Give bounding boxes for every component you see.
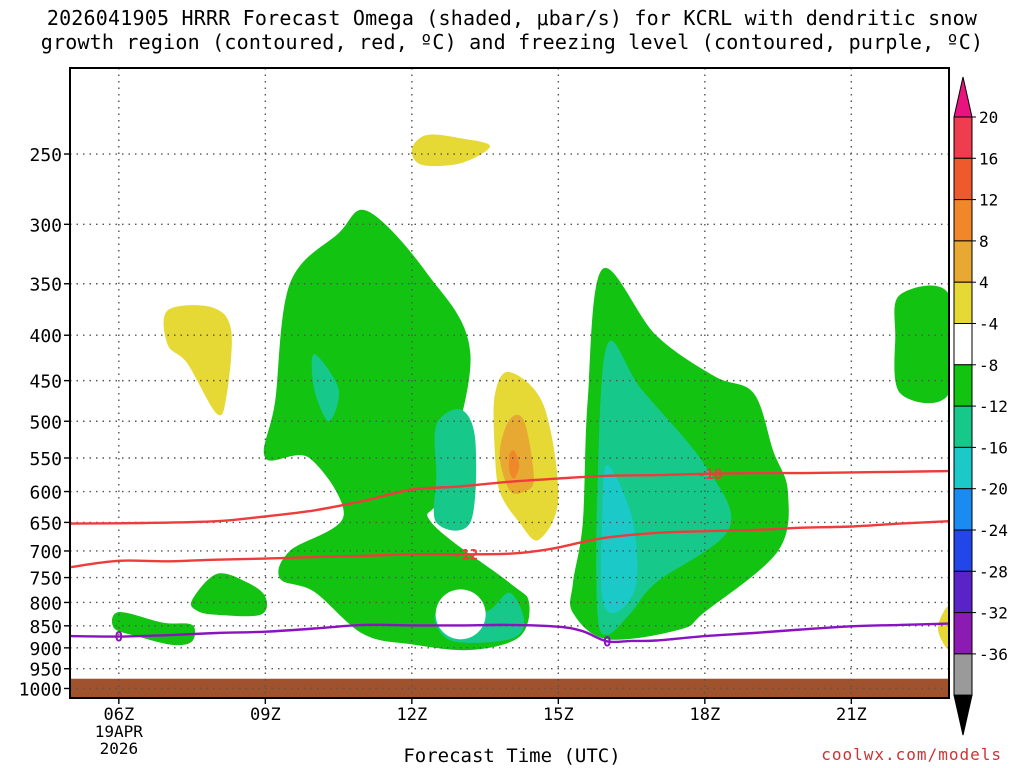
colorbar-segment-6 [953,364,973,407]
colorbar-label-12: -32 [979,604,1008,623]
omega-region-descent-late [894,285,949,404]
colorbar-segment-0 [953,116,973,159]
x-tick-label-15Z: 15Z [543,705,574,725]
colorbar-segment-9 [953,488,973,531]
colorbar-label-9: -20 [979,480,1008,499]
y-tick-label-350: 350 [29,275,62,296]
y-tick-label-700: 700 [29,542,62,563]
colorbar-label-5: -4 [979,315,998,334]
colorbar-bottom-arrow [953,694,973,736]
x-tick-label-21Z: 21Z [836,705,867,725]
y-tick-label-950: 950 [29,660,62,681]
colorbar-segment-10 [953,529,973,572]
colorbar-segment-12 [953,612,973,655]
y-tick-label-800: 800 [29,593,62,614]
colorbar-label-13: -36 [979,645,1008,664]
y-tick-label-750: 750 [29,569,62,590]
colorbar-label-2: 12 [979,191,998,210]
colorbar-segment-5 [953,323,973,366]
colorbar-label-0: 20 [979,108,998,127]
y-tick-label-300: 300 [29,215,62,236]
colorbar: 20 16 12 8 4 -4 -8 -12 -16 -20 -24 -28 -32 -36 [953,76,1008,736]
colorbar-segment-11 [953,570,973,614]
chart-title: 2026041905 HRRR Forecast Omega (shaded, … [0,6,1024,54]
colorbar-top-arrow [953,76,973,118]
omega-region-ascent-0730 [190,573,268,617]
y-axis-ticks: 2503003504004505005506006507007508008509… [19,145,70,700]
omega-region-updraft-14z-core [499,414,534,494]
x-tick-label-06Z: 06Z [103,705,134,725]
y-tick-label-650: 650 [29,513,62,534]
y-tick-label-450: 450 [29,372,62,393]
contour-line-1 [70,520,949,569]
x-tick-label-18Z: 18Z [689,705,720,725]
omega-region-core-16z-deep [600,464,638,614]
x-axis-title: Forecast Time (UTC) [403,745,621,767]
y-tick-label-550: 550 [29,449,62,470]
contour-line-0 [70,469,949,525]
colorbar-label-1: 16 [979,149,998,168]
contour-line-2 [70,622,949,644]
y-tick-label-1000: 1000 [19,679,62,700]
contour-label-2: 0 [115,630,123,646]
y-tick-label-400: 400 [29,326,62,347]
omega-region-updraft-14z-peak [508,450,520,479]
x-tick-label-09Z: 09Z [250,705,281,725]
source-credit: coolwx.com/models [821,745,1002,764]
contour-label-3: 0 [603,634,611,650]
colorbar-segment-13 [953,653,973,696]
x-date-label-0: 19APR [95,722,144,741]
contour-label-1: -12 [453,547,478,563]
colorbar-segment-7 [953,405,973,448]
chart-title-line-1: 2026041905 HRRR Forecast Omega (shaded, … [46,6,978,30]
y-tick-label-250: 250 [29,145,62,166]
plot-frame [69,67,950,699]
colorbar-label-4: 4 [979,273,989,292]
temperature-contours: -18 -12 0 0 [70,467,949,650]
colorbar-segment-8 [953,446,973,490]
omega-region-updraft-late [938,606,949,649]
colorbar-label-11: -28 [979,562,1008,581]
colorbar-label-8: -16 [979,438,1008,457]
x-date-label-1: 2026 [100,739,139,758]
colorbar-segment-1 [953,157,973,201]
omega-region-core-main-b [433,409,477,531]
colorbar-segment-2 [953,199,973,242]
omega-region-core-main-a [311,354,340,422]
colorbar-label-10: -24 [979,521,1008,540]
omega-region-updraft-upper [411,134,490,167]
y-tick-label-850: 850 [29,617,62,638]
omega-region-ascent-early [111,611,196,646]
colorbar-segment-3 [953,240,973,283]
ground-surface [70,678,949,698]
colorbar-label-6: -8 [979,356,998,375]
omega-shading [111,134,949,651]
colorbar-segment-4 [953,281,973,325]
omega-region-updraft-07z [163,305,232,416]
x-tick-label-12Z: 12Z [396,705,427,725]
colorbar-label-3: 8 [979,232,989,251]
chart-title-line-2: growth region (contoured, red, ºC) and f… [40,30,984,54]
contour-label-0: -18 [697,467,722,483]
grid-lines [70,68,949,698]
omega-region-descent-main [263,209,530,651]
y-tick-label-900: 900 [29,639,62,660]
colorbar-label-7: -12 [979,397,1008,416]
omega-region-gap [435,589,486,640]
y-tick-label-600: 600 [29,483,62,504]
y-tick-label-500: 500 [29,412,62,433]
